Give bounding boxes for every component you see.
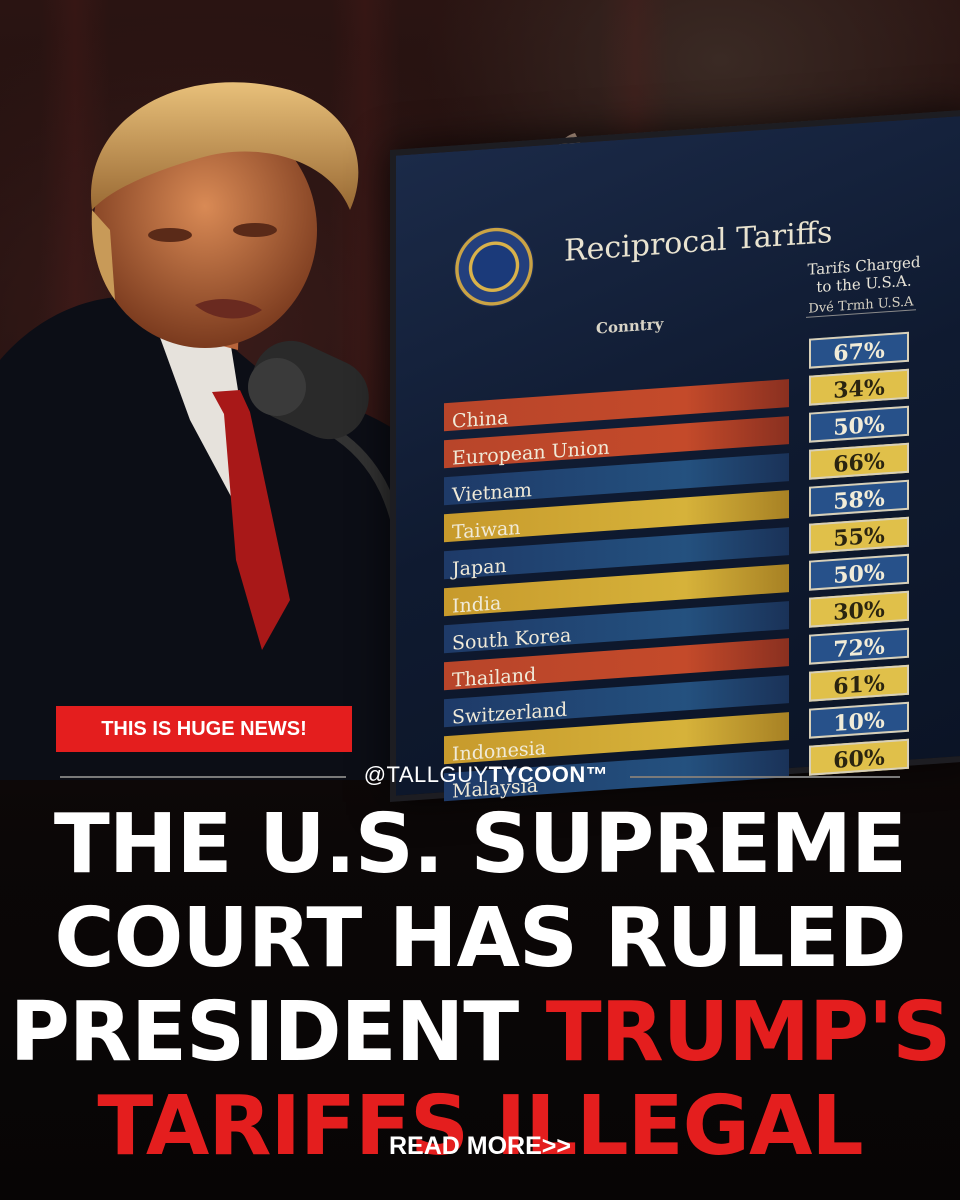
- presidential-seal-icon: [454, 223, 534, 310]
- tariff-row-country: India: [452, 592, 502, 618]
- account-handle: @TALLGUYTYCOON™: [356, 762, 616, 788]
- tariff-row-value: 55%: [809, 516, 909, 554]
- handle-row: @TALLGUYTYCOON™: [60, 760, 900, 790]
- tariff-column-header: Tarifs Charged to the U.S.A.: [804, 253, 924, 297]
- tariff-row-value: 66%: [809, 442, 909, 480]
- tariff-row-value: 10%: [809, 701, 909, 739]
- tariff-row-value: 50%: [809, 405, 909, 443]
- headline-line3-red: TRUMP'S: [545, 985, 952, 1080]
- speaker-illustration: [0, 82, 440, 780]
- headline-line2: COURT HAS RULED: [54, 891, 906, 986]
- headline: THE U.S. SUPREME COURT HAS RULED PRESIDE…: [0, 798, 960, 1174]
- tariff-board: Reciprocal Tariffs Conntry Tarifs Charge…: [390, 109, 960, 805]
- headline-line4: TARIFFS ILLEGAL: [97, 1079, 863, 1174]
- tariff-column-subheader: Dvé Trmh U.S.A: [806, 294, 916, 318]
- headline-line3-white: PRESIDENT: [9, 985, 546, 1080]
- tariff-rows: 67% China 34% European Union 50% Vietnam 66% Ta…: [444, 325, 954, 805]
- country-column-header: Conntry: [596, 314, 664, 338]
- news-badge: THIS IS HUGE NEWS!: [56, 706, 352, 752]
- headline-line1: THE U.S. SUPREME: [53, 797, 907, 892]
- board-title: Reciprocal Tariffs: [564, 215, 833, 269]
- tariff-row-value: 50%: [809, 553, 909, 591]
- tariff-row-value: 34%: [809, 368, 909, 406]
- divider-left: [60, 776, 346, 778]
- tariff-row-value: 61%: [809, 664, 909, 702]
- read-more-link[interactable]: READ MORE>>: [389, 1132, 571, 1160]
- tariff-row-country: China: [452, 406, 509, 433]
- headline-line3: PRESIDENT TRUMP'S: [0, 986, 960, 1080]
- tariff-row-value: 58%: [809, 479, 909, 517]
- tariff-row-value: 30%: [809, 590, 909, 628]
- tariff-row-value: 72%: [809, 627, 909, 665]
- handle-prefix: @TALLGUY: [363, 762, 489, 787]
- handle-bold: TYCOON™: [488, 762, 609, 787]
- tariff-row-value: 67%: [809, 331, 909, 369]
- tariff-row-country: Japan: [452, 554, 507, 581]
- divider-right: [630, 776, 900, 778]
